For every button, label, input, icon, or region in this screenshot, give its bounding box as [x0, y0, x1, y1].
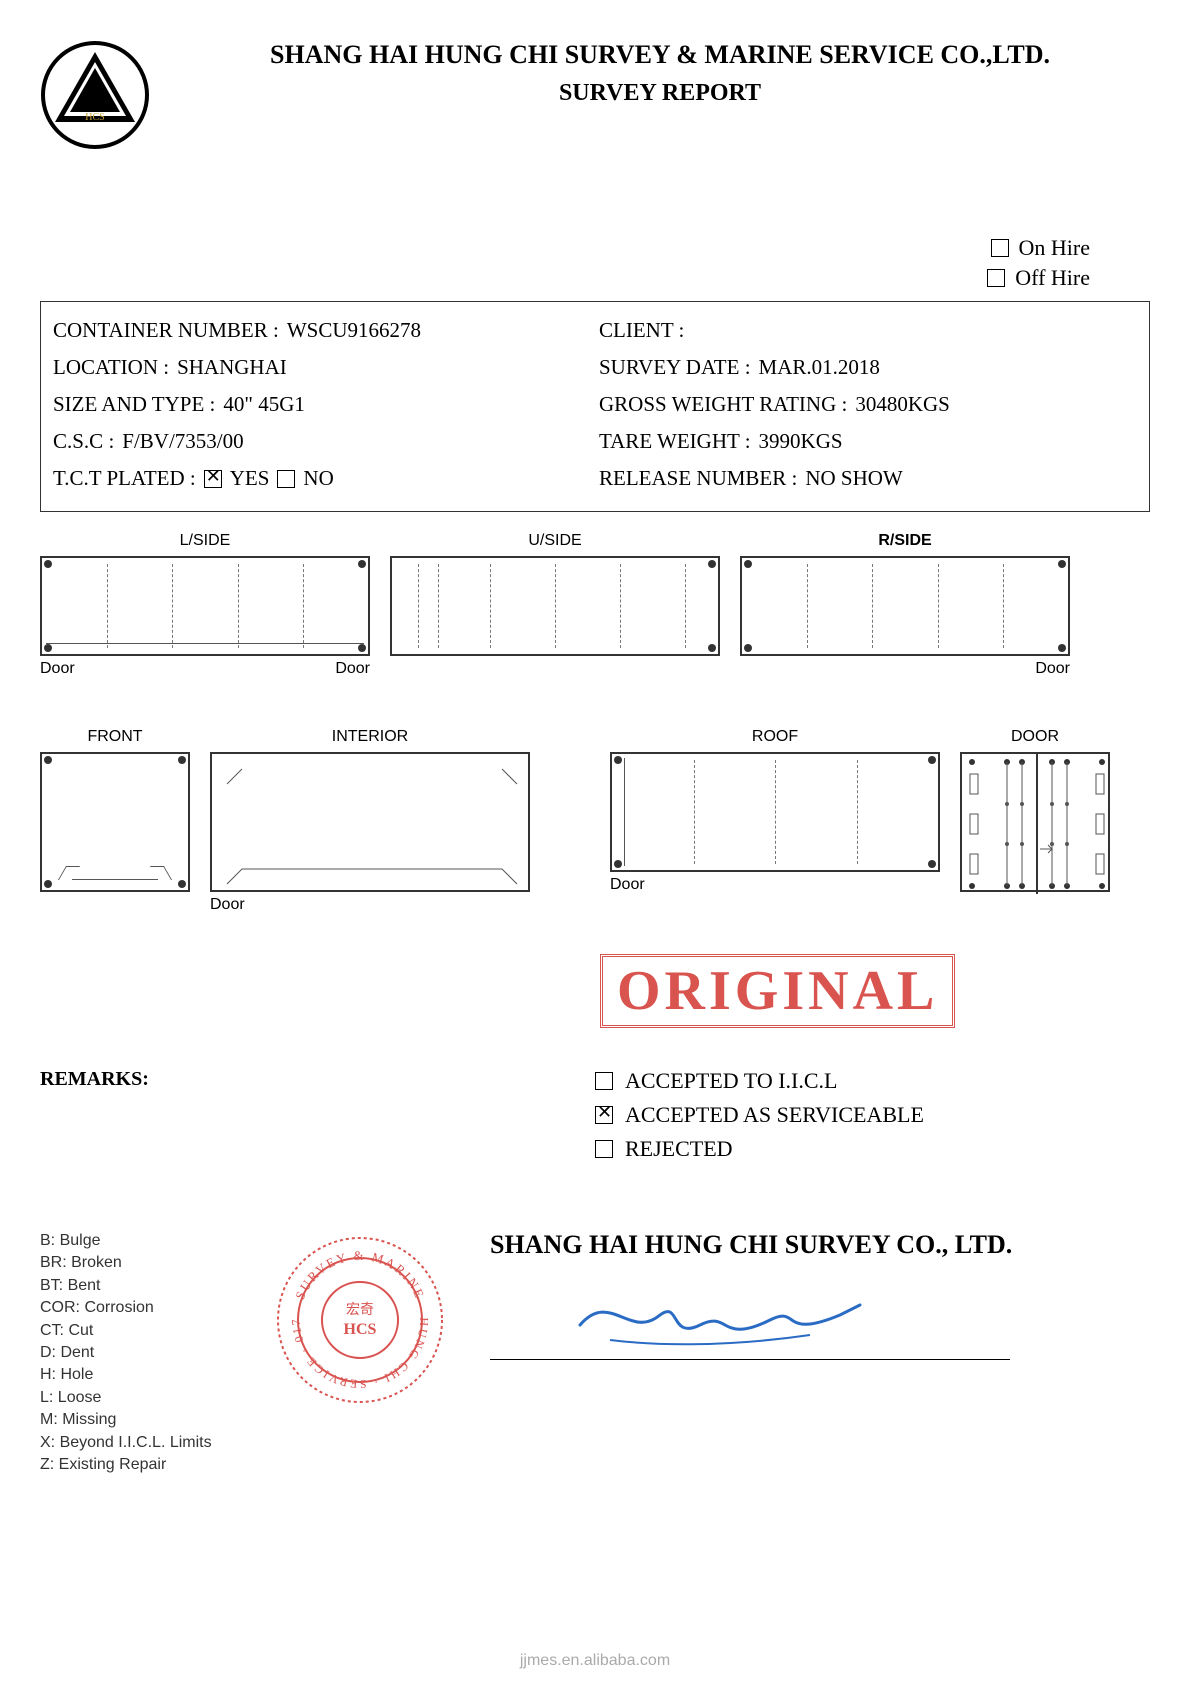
location-value: SHANGHAI [177, 355, 287, 380]
tct-no-label: NO [303, 466, 333, 491]
legend-item: L: Loose [40, 1387, 240, 1409]
signature-block: SHANG HAI HUNG CHI SURVEY CO., LTD. [490, 1230, 1150, 1360]
csc-label: C.S.C : [53, 429, 114, 454]
report-title: SURVEY REPORT [170, 80, 1150, 107]
client-label: CLIENT : [599, 318, 684, 343]
tct-no-checkbox[interactable] [277, 470, 295, 488]
release-label: RELEASE NUMBER : [599, 466, 797, 491]
legend-item: Z: Existing Repair [40, 1454, 240, 1476]
report-header: HCS SHANG HAI HUNG CHI SURVEY & MARINE S… [40, 40, 1150, 155]
tare-weight-label: TARE WEIGHT : [599, 429, 751, 454]
on-hire-label: On Hire [1019, 235, 1090, 261]
uside-diagram: U/SIDE [390, 532, 720, 678]
lside-label: L/SIDE [180, 532, 231, 550]
watermark: jjmes.en.alibaba.com [520, 1652, 670, 1670]
legend-item: BT: Bent [40, 1275, 240, 1297]
legend-item: B: Bulge [40, 1230, 240, 1252]
footer-section: B: BulgeBR: BrokenBT: BentCOR: Corrosion… [40, 1230, 1150, 1476]
legend-item: CT: Cut [40, 1320, 240, 1342]
container-number-value: WSCU9166278 [287, 318, 421, 343]
survey-date-label: SURVEY DATE : [599, 355, 751, 380]
info-block: CONTAINER NUMBER : WSCU9166278 CLIENT : … [40, 301, 1150, 512]
legend-item: COR: Corrosion [40, 1297, 240, 1319]
damage-legend: B: BulgeBR: BrokenBT: BentCOR: Corrosion… [40, 1230, 240, 1476]
tare-weight-value: 3990KGS [759, 429, 843, 454]
signature-line [490, 1270, 1010, 1360]
gross-weight-label: GROSS WEIGHT RATING : [599, 392, 847, 417]
rejected-checkbox[interactable] [595, 1140, 613, 1158]
original-stamp: ORIGINAL [600, 954, 955, 1028]
door-label-l1: Door [40, 660, 75, 678]
tct-yes-checkbox[interactable] [204, 470, 222, 488]
company-seal: SURVEY & MARINE HUNG CHI · SERVICE · 017… [270, 1230, 460, 1415]
svg-text:SURVEY & MARINE: SURVEY & MARINE [292, 1248, 428, 1302]
tct-label: T.C.T PLATED : [53, 466, 196, 491]
company-logo: HCS [40, 40, 150, 155]
container-number-label: CONTAINER NUMBER : [53, 318, 279, 343]
rside-diagram: R/SIDE Door [740, 532, 1070, 678]
gross-weight-value: 30480KGS [855, 392, 950, 417]
accepted-iicl-checkbox[interactable] [595, 1072, 613, 1090]
on-hire-checkbox[interactable] [991, 239, 1009, 257]
location-label: LOCATION : [53, 355, 169, 380]
roof-label: ROOF [752, 728, 798, 746]
rside-label: R/SIDE [878, 532, 931, 550]
front-diagram: FRONT [40, 728, 190, 914]
legend-item: D: Dent [40, 1342, 240, 1364]
signature-company: SHANG HAI HUNG CHI SURVEY CO., LTD. [490, 1230, 1150, 1260]
size-type-label: SIZE AND TYPE : [53, 392, 215, 417]
svg-text:宏奇: 宏奇 [346, 1301, 374, 1318]
release-value: NO SHOW [805, 466, 902, 491]
tct-yes-label: YES [230, 466, 270, 491]
remarks-label: REMARKS: [40, 1068, 595, 1170]
container-diagrams: L/SIDE Door Door U/SIDE R/SID [40, 532, 1150, 914]
door-diagram: DOOR [960, 728, 1110, 914]
legend-item: H: Hole [40, 1364, 240, 1386]
hire-options: On Hire Off Hire [40, 235, 1150, 295]
door-label-roof: Door [610, 876, 645, 894]
svg-text:HCS: HCS [344, 1321, 377, 1338]
legend-item: X: Beyond I.I.C.L. Limits [40, 1432, 240, 1454]
door-label-r: Door [1035, 660, 1070, 678]
off-hire-label: Off Hire [1015, 265, 1090, 291]
remarks-section: REMARKS: ACCEPTED TO I.I.C.L ACCEPTED AS… [40, 1068, 1150, 1170]
company-name: SHANG HAI HUNG CHI SURVEY & MARINE SERVI… [170, 40, 1150, 70]
svg-text:HCS: HCS [85, 112, 104, 123]
roof-diagram: ROOF Door [610, 728, 940, 914]
header-titles: SHANG HAI HUNG CHI SURVEY & MARINE SERVI… [170, 40, 1150, 107]
door-diagram-label: DOOR [1011, 728, 1059, 746]
front-label: FRONT [87, 728, 142, 746]
lside-diagram: L/SIDE Door Door [40, 532, 370, 678]
legend-item: BR: Broken [40, 1252, 240, 1274]
interior-diagram: INTERIOR Door [210, 728, 530, 914]
size-type-value: 40" 45G1 [223, 392, 305, 417]
door-label-l2: Door [335, 660, 370, 678]
accepted-serviceable-checkbox[interactable] [595, 1106, 613, 1124]
accepted-iicl-label: ACCEPTED TO I.I.C.L [625, 1068, 837, 1094]
accepted-serviceable-label: ACCEPTED AS SERVICEABLE [625, 1102, 924, 1128]
survey-date-value: MAR.01.2018 [759, 355, 880, 380]
legend-item: M: Missing [40, 1409, 240, 1431]
rejected-label: REJECTED [625, 1136, 733, 1162]
csc-value: F/BV/7353/00 [122, 429, 243, 454]
off-hire-checkbox[interactable] [987, 269, 1005, 287]
door-label-int: Door [210, 896, 245, 914]
interior-label: INTERIOR [332, 728, 408, 746]
uside-label: U/SIDE [528, 532, 581, 550]
